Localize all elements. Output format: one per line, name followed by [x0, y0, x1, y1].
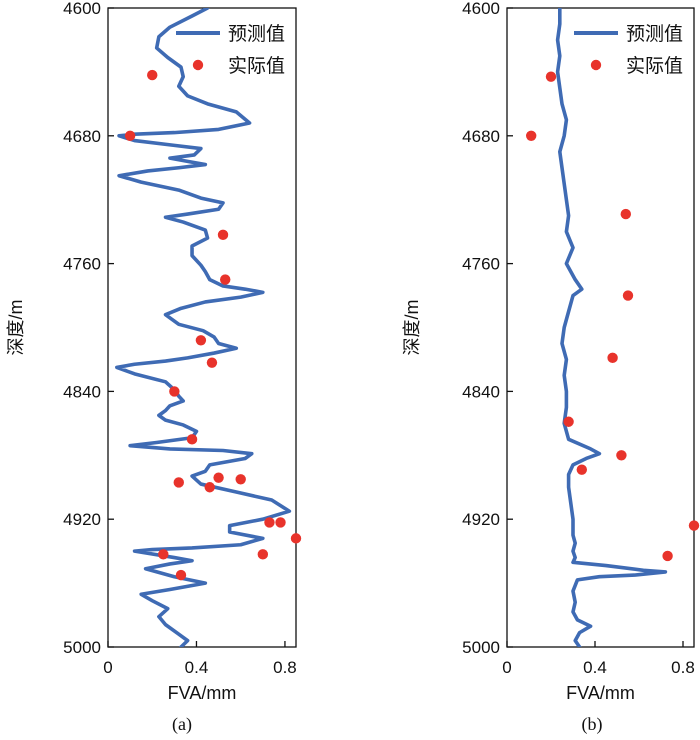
actual-point — [204, 482, 215, 493]
panel-caption: (b) — [582, 714, 603, 735]
actual-point — [186, 434, 198, 445]
actual-point — [688, 520, 700, 531]
actual-point — [290, 533, 302, 544]
legend-actual-label: 实际值 — [626, 55, 683, 77]
y-tick-label: 4680 — [462, 127, 500, 146]
y-tick-label: 4600 — [462, 0, 500, 18]
plot-frame — [107, 7, 297, 648]
y-tick-label: 4600 — [63, 0, 101, 18]
predicted-line — [115, 8, 292, 647]
y-tick-label: 4920 — [63, 510, 101, 529]
actual-point — [147, 69, 158, 81]
actual-point — [124, 130, 136, 141]
y-axis-title: 深度/m — [402, 300, 422, 356]
actual-point — [616, 450, 627, 461]
actual-point — [563, 416, 574, 427]
x-axis-title: FVA/mm — [566, 683, 635, 703]
actual-point — [169, 386, 180, 397]
actual-point — [213, 472, 224, 483]
y-axis-title: 深度/m — [6, 300, 26, 356]
y-tick-label: 4920 — [462, 510, 500, 529]
y-tick-label: 4680 — [63, 127, 101, 146]
panel-caption: (a) — [172, 714, 192, 735]
legend-actual-label: 实际值 — [228, 55, 285, 77]
actual-point — [576, 464, 587, 475]
x-tick-label: 0 — [502, 658, 511, 677]
actual-point — [217, 229, 229, 241]
actual-point — [620, 208, 631, 220]
y-tick-label: 4760 — [63, 255, 101, 274]
legend-dot-swatch — [590, 59, 602, 71]
legend-dot-swatch — [192, 59, 204, 71]
legend-predicted-label: 预测值 — [626, 23, 683, 45]
actual-point — [195, 335, 207, 346]
x-tick-label: 0.8 — [671, 658, 695, 677]
predicted-line — [555, 8, 668, 647]
x-axis-title: FVA/mm — [168, 683, 237, 703]
actual-point — [175, 569, 187, 581]
actual-point — [173, 477, 184, 488]
actual-point — [235, 474, 246, 485]
plot-frame — [506, 7, 695, 648]
y-tick-label: 4840 — [462, 382, 500, 401]
actual-point — [206, 357, 218, 368]
y-tick-label: 5000 — [462, 638, 500, 657]
actual-point — [607, 352, 618, 364]
actual-point — [275, 517, 286, 528]
x-tick-label: 0.8 — [273, 658, 297, 677]
actual-point — [257, 549, 269, 560]
x-tick-label: 0 — [103, 658, 112, 677]
legend-predicted-label: 预测值 — [228, 23, 285, 45]
y-tick-label: 4840 — [63, 382, 101, 401]
actual-point — [622, 290, 634, 301]
actual-point — [158, 549, 169, 560]
x-tick-label: 0.4 — [185, 658, 209, 677]
x-tick-label: 0.4 — [583, 658, 607, 677]
actual-point — [264, 517, 275, 528]
actual-point — [220, 274, 231, 285]
y-tick-label: 5000 — [63, 638, 101, 657]
y-tick-label: 4760 — [462, 255, 500, 274]
actual-point — [662, 550, 673, 562]
actual-point — [545, 71, 557, 82]
actual-point — [526, 130, 537, 141]
